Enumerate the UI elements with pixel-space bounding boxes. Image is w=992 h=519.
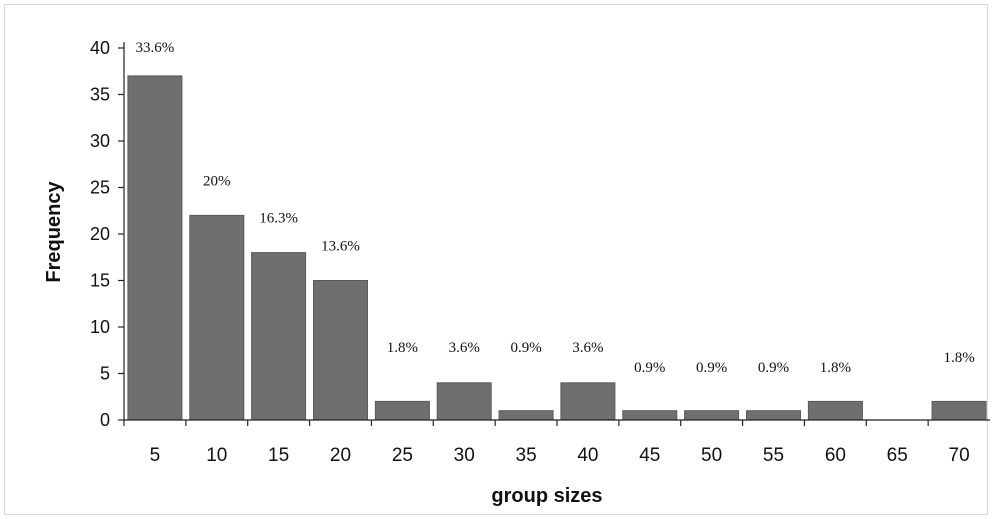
x-tick-label: 35 bbox=[516, 445, 537, 466]
bar-40 bbox=[560, 382, 616, 421]
x-axis-title: group sizes bbox=[491, 485, 602, 507]
bar-25 bbox=[374, 400, 430, 421]
bar-50 bbox=[684, 410, 740, 421]
chart-frame bbox=[4, 4, 988, 515]
x-tick-label: 65 bbox=[887, 445, 908, 466]
y-tick-label: 20 bbox=[90, 224, 110, 244]
data-label-70: 1.8% bbox=[943, 350, 974, 366]
data-label-40: 3.6% bbox=[572, 340, 603, 356]
y-tick-label: 40 bbox=[90, 38, 110, 58]
data-label-15: 16.3% bbox=[259, 211, 298, 227]
x-tick-label: 50 bbox=[701, 445, 722, 466]
bar-5 bbox=[127, 75, 183, 421]
y-tick-label: 10 bbox=[90, 317, 110, 337]
data-label-60: 1.8% bbox=[820, 360, 851, 376]
data-label-50: 0.9% bbox=[696, 360, 727, 376]
data-label-20: 13.6% bbox=[321, 239, 360, 255]
y-axis: 0 5 10 15 20 25 30 35 40 bbox=[90, 38, 125, 430]
data-label-55: 0.9% bbox=[758, 360, 789, 376]
y-axis-title: Frequency bbox=[43, 181, 65, 283]
x-tick-label: 45 bbox=[639, 445, 660, 466]
x-tick-label: 25 bbox=[392, 445, 413, 466]
bar-55 bbox=[746, 410, 801, 421]
y-tick-label: 5 bbox=[100, 364, 110, 384]
bar-30 bbox=[436, 382, 492, 421]
x-tick-label: 20 bbox=[330, 445, 351, 466]
bar-20 bbox=[313, 280, 368, 421]
y-tick-label: 25 bbox=[90, 178, 110, 198]
data-label-5: 33.6% bbox=[136, 40, 175, 56]
bar-60 bbox=[807, 400, 863, 421]
x-tick-label: 70 bbox=[949, 445, 970, 466]
bar-15 bbox=[251, 252, 307, 421]
bar-45 bbox=[622, 410, 678, 421]
bar-35 bbox=[498, 410, 554, 421]
x-tick-label: 10 bbox=[206, 445, 227, 466]
bar-10 bbox=[189, 214, 245, 421]
x-tick-label: 5 bbox=[150, 445, 161, 466]
x-tick-label: 30 bbox=[454, 445, 475, 466]
y-tick-label: 35 bbox=[90, 85, 110, 105]
y-tick-label: 30 bbox=[90, 131, 110, 151]
data-label-45: 0.9% bbox=[634, 360, 665, 376]
x-tick-label: 55 bbox=[763, 445, 784, 466]
y-tick-label: 15 bbox=[90, 271, 110, 291]
x-axis: 5 10 15 20 25 30 35 40 45 50 55 60 65 70 bbox=[123, 419, 990, 466]
data-label-30: 3.6% bbox=[449, 340, 480, 356]
y-tick-label: 0 bbox=[100, 410, 110, 430]
data-labels-layer: 33.6% 20% 16.3% 13.6% 1.8% 3.6% 0.9% 3.6% 0.9% 0.… bbox=[136, 40, 975, 376]
x-tick-label: 40 bbox=[577, 445, 598, 466]
data-label-35: 0.9% bbox=[510, 340, 541, 356]
x-tick-label: 60 bbox=[825, 445, 846, 466]
bars-layer bbox=[127, 75, 987, 421]
data-label-10: 20% bbox=[203, 173, 231, 189]
bar-70 bbox=[931, 400, 987, 421]
x-tick-label: 15 bbox=[268, 445, 289, 466]
data-label-25: 1.8% bbox=[387, 340, 418, 356]
